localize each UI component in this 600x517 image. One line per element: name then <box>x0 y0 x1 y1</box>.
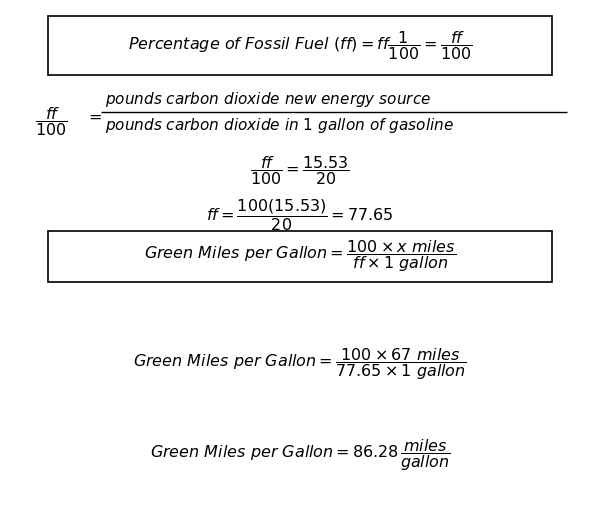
Text: $\mathit{Green\ Miles\ per\ Gallon} = \dfrac{100 \times 67\ \mathit{miles}}{77.6: $\mathit{Green\ Miles\ per\ Gallon} = \d… <box>133 346 467 383</box>
Text: $\dfrac{ff}{100} = \dfrac{15.53}{20}$: $\dfrac{ff}{100} = \dfrac{15.53}{20}$ <box>250 154 350 187</box>
Text: $\mathit{Green\ Miles\ per\ Gallon} = \dfrac{100 \times x\ \mathit{miles}}{\math: $\mathit{Green\ Miles\ per\ Gallon} = \d… <box>144 238 456 274</box>
FancyBboxPatch shape <box>48 16 552 75</box>
Text: $=$: $=$ <box>85 109 101 124</box>
Text: $\mathit{pounds\ carbon\ dioxide\ in\ 1\ gallon\ of\ gasoline}$: $\mathit{pounds\ carbon\ dioxide\ in\ 1\… <box>105 116 454 134</box>
Text: $\dfrac{ff}{100}$: $\dfrac{ff}{100}$ <box>35 105 67 138</box>
Text: $\mathit{Percentage\ of\ Fossil\ Fuel\ (ff)} = ff\dfrac{1}{100} = \dfrac{ff}{100: $\mathit{Percentage\ of\ Fossil\ Fuel\ (… <box>128 29 472 62</box>
Text: $\mathit{Green\ Miles\ per\ Gallon} = 86.28\,\dfrac{\mathit{miles}}{\mathit{gall: $\mathit{Green\ Miles\ per\ Gallon} = 86… <box>149 437 451 473</box>
FancyBboxPatch shape <box>48 231 552 282</box>
Text: $ff = \dfrac{100(15.53)}{20} = 77.65$: $ff = \dfrac{100(15.53)}{20} = 77.65$ <box>206 196 394 233</box>
Text: $\mathit{pounds\ carbon\ dioxide\ new\ energy\ source}$: $\mathit{pounds\ carbon\ dioxide\ new\ e… <box>105 90 431 109</box>
